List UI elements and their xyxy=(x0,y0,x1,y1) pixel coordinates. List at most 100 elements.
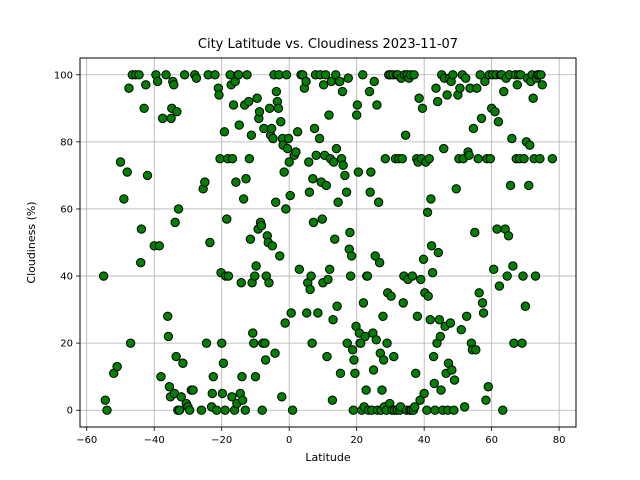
data-point xyxy=(161,70,171,80)
data-point xyxy=(488,264,499,275)
data-point xyxy=(499,86,509,97)
data-point xyxy=(345,271,356,281)
data-point xyxy=(250,271,260,281)
data-point xyxy=(254,106,265,117)
data-point xyxy=(302,308,312,318)
data-point xyxy=(142,170,153,181)
x-tick-label: −40 xyxy=(144,435,165,446)
data-point xyxy=(309,123,320,134)
x-axis-label: Latitude xyxy=(305,451,351,464)
data-point xyxy=(329,157,339,167)
data-point xyxy=(220,405,230,415)
data-point xyxy=(286,308,296,318)
y-axis-label: Cloudiness (%) xyxy=(25,201,38,283)
data-point xyxy=(256,221,267,231)
axis-ticks: −60 −40 −20 0 20 40 60 80 0 20 40 60 80 100 xyxy=(54,70,566,446)
data-point xyxy=(251,261,261,271)
data-point xyxy=(517,338,527,348)
data-point xyxy=(537,80,547,90)
data-point xyxy=(356,338,366,348)
data-point xyxy=(337,86,348,97)
data-point xyxy=(478,308,489,318)
data-point xyxy=(410,402,420,412)
data-point xyxy=(374,257,385,268)
data-point xyxy=(498,405,508,415)
data-point xyxy=(179,70,190,80)
data-point xyxy=(208,371,218,382)
data-point xyxy=(222,214,232,224)
data-point xyxy=(285,190,295,201)
data-point xyxy=(377,385,387,395)
data-point xyxy=(432,96,443,107)
data-point xyxy=(330,234,340,244)
data-point xyxy=(422,405,432,415)
data-point xyxy=(430,405,440,415)
data-point xyxy=(378,355,389,365)
data-point xyxy=(308,174,318,184)
data-point xyxy=(477,298,488,308)
data-point xyxy=(244,96,254,107)
data-point xyxy=(244,153,255,164)
data-point xyxy=(352,100,363,110)
data-point xyxy=(351,110,362,120)
data-point xyxy=(227,153,238,164)
data-point xyxy=(342,338,352,348)
data-point xyxy=(358,70,368,80)
x-tick-label: −20 xyxy=(211,435,232,446)
data-point xyxy=(100,395,111,405)
data-point xyxy=(301,76,311,87)
x-tick-label: 80 xyxy=(553,435,566,446)
data-point xyxy=(456,325,466,335)
data-point xyxy=(520,301,531,311)
data-point xyxy=(380,153,391,164)
x-tick-label: −60 xyxy=(76,435,97,446)
data-point xyxy=(536,70,546,80)
data-point xyxy=(449,405,459,415)
data-point xyxy=(191,73,202,83)
data-point xyxy=(332,301,342,311)
data-point xyxy=(349,355,359,365)
data-point xyxy=(176,392,186,402)
data-point xyxy=(473,153,483,164)
data-point xyxy=(418,254,429,264)
data-point xyxy=(502,271,512,281)
data-point xyxy=(519,153,529,164)
data-point xyxy=(200,177,210,187)
data-point xyxy=(245,234,256,244)
data-point xyxy=(217,338,227,348)
data-point xyxy=(362,271,373,281)
data-point xyxy=(178,358,188,368)
data-point xyxy=(125,338,136,348)
data-point xyxy=(445,318,456,328)
data-point xyxy=(260,338,270,348)
y-tick-label: 0 xyxy=(67,406,73,417)
data-point xyxy=(102,405,112,415)
data-point xyxy=(264,103,275,114)
data-point xyxy=(292,127,303,137)
plot-frame xyxy=(79,57,577,428)
data-point xyxy=(472,83,482,93)
data-point xyxy=(264,278,274,288)
data-point xyxy=(214,90,224,100)
data-point xyxy=(328,314,338,325)
data-point xyxy=(324,110,334,120)
data-point xyxy=(98,271,109,281)
data-point xyxy=(449,375,460,385)
data-point xyxy=(268,133,278,144)
data-point xyxy=(307,338,317,348)
data-point xyxy=(350,368,360,379)
data-point xyxy=(365,187,375,197)
data-point xyxy=(237,395,248,405)
data-point xyxy=(279,167,289,177)
data-point xyxy=(369,76,379,87)
data-point xyxy=(423,291,433,301)
data-point xyxy=(547,153,558,164)
data-point xyxy=(447,365,457,375)
data-point xyxy=(271,197,281,207)
data-point xyxy=(276,117,286,127)
data-point xyxy=(252,93,262,103)
data-point xyxy=(259,123,269,134)
data-point xyxy=(169,80,179,90)
data-point xyxy=(347,345,358,355)
